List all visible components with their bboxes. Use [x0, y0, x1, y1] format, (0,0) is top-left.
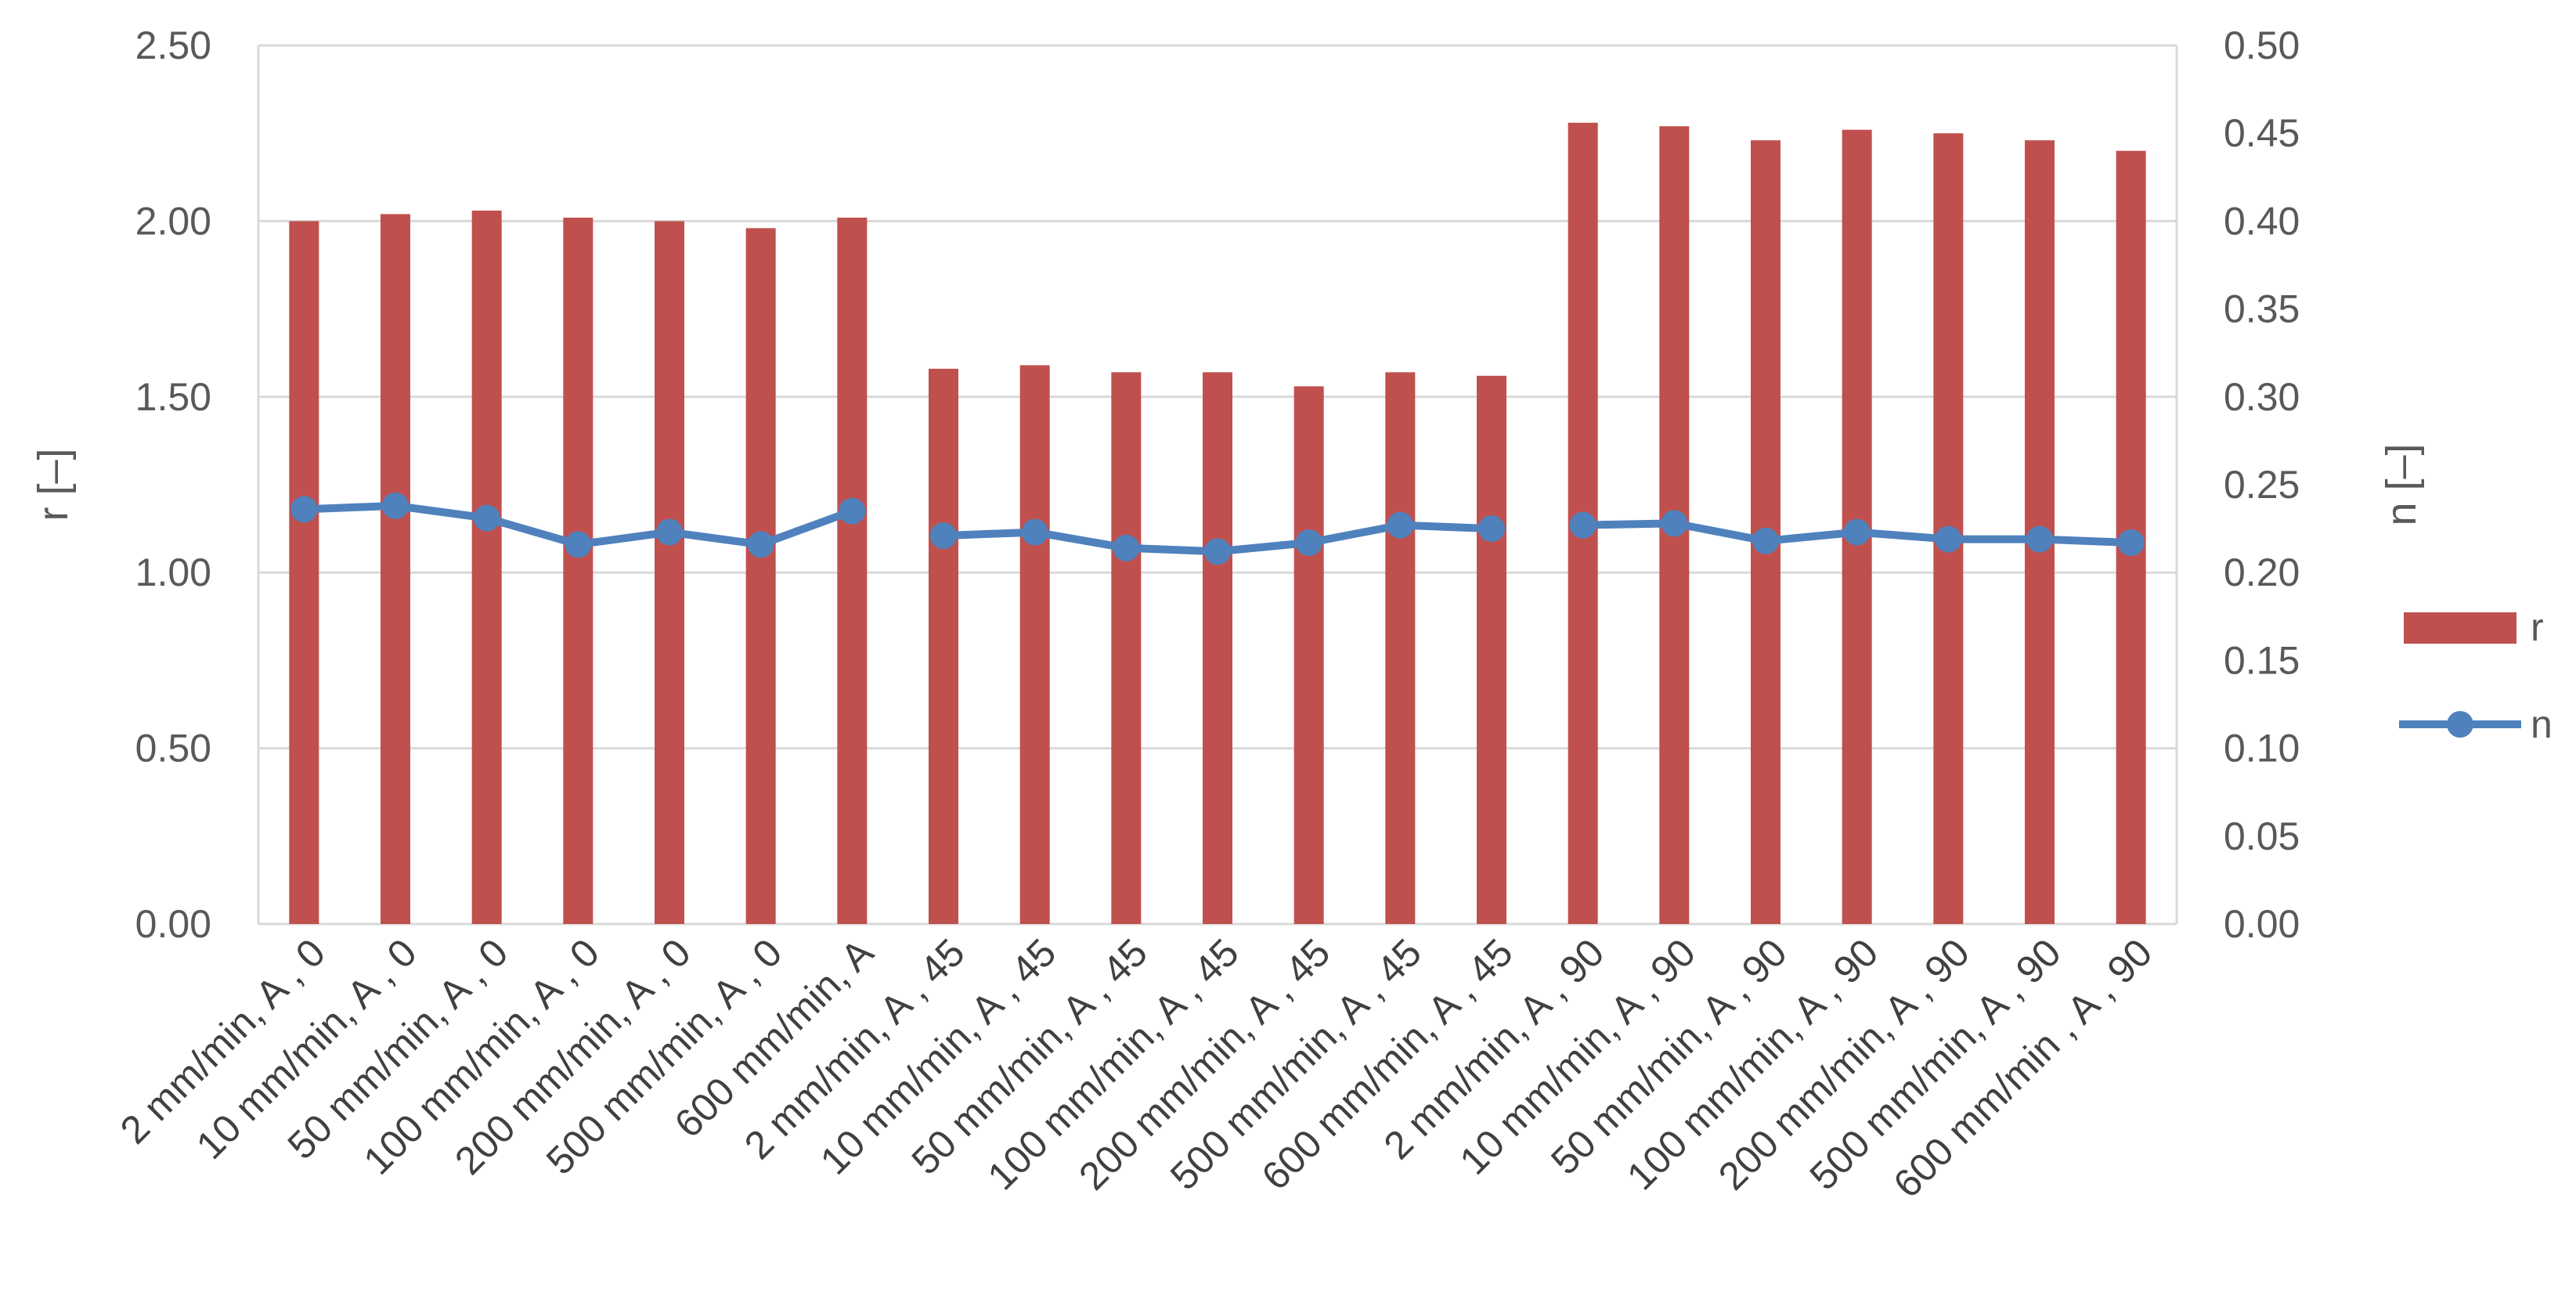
legend: rn — [2399, 605, 2553, 746]
point-n — [473, 504, 500, 532]
y-tick-label-right: 0.25 — [2224, 463, 2300, 507]
bar-r — [381, 214, 410, 924]
legend-swatch-r — [2404, 612, 2516, 644]
point-n — [930, 522, 957, 550]
bar-r — [289, 221, 319, 924]
y-tick-label-right: 0.20 — [2224, 550, 2300, 594]
bar-r — [1111, 372, 1142, 924]
bar-r — [563, 217, 593, 924]
bar-r — [1019, 365, 1050, 925]
bars-r — [289, 122, 2146, 925]
point-n — [2117, 529, 2145, 557]
point-n — [1752, 527, 1779, 554]
point-n — [1478, 515, 1505, 543]
y-tick-label-left: 1.00 — [135, 550, 211, 594]
y-tick-label-right: 0.35 — [2224, 287, 2300, 331]
bar-r — [1385, 372, 1416, 924]
bar-r — [1203, 372, 1232, 924]
y-tick-label-right: 0.10 — [2224, 727, 2300, 771]
point-n — [1387, 511, 1414, 539]
point-n — [1935, 525, 1962, 553]
bar-r — [837, 217, 868, 924]
y-tick-label-right: 0.45 — [2224, 111, 2300, 155]
y-tick-label-right: 0.05 — [2224, 814, 2300, 858]
point-n — [382, 492, 409, 519]
bar-r — [655, 221, 684, 924]
y-tick-label-left: 0.50 — [135, 727, 211, 771]
y-tick-label-left: 0.00 — [135, 902, 211, 946]
y-tick-label-right: 0.50 — [2224, 23, 2300, 67]
y-tick-label-right: 0.15 — [2224, 638, 2300, 682]
point-n — [1843, 518, 1871, 546]
point-n — [565, 531, 592, 558]
bar-r — [745, 228, 776, 925]
y-tick-label-left: 1.50 — [135, 375, 211, 419]
legend-label-n: n — [2531, 702, 2553, 746]
bar-r — [929, 368, 958, 924]
point-n — [1113, 534, 1140, 561]
point-n — [1021, 518, 1048, 546]
point-n — [656, 518, 683, 546]
y-tick-label-left: 2.00 — [135, 199, 211, 243]
y-tick-label-left: 2.50 — [135, 23, 211, 67]
bar-r — [1293, 386, 1324, 924]
y-axis-title-left: r [–] — [30, 448, 77, 521]
legend-label-r: r — [2531, 605, 2544, 649]
point-n — [747, 531, 774, 558]
y-tick-label-right: 0.40 — [2224, 199, 2300, 243]
point-n — [1204, 538, 1231, 565]
bar-r — [1477, 375, 1506, 924]
line-n — [290, 492, 2145, 565]
y-axis-title-right: n [–] — [2378, 443, 2425, 525]
point-n — [1569, 511, 1596, 539]
y-tick-label-right: 0.30 — [2224, 375, 2300, 419]
point-n — [2026, 525, 2053, 553]
bar-r — [471, 210, 502, 924]
point-n — [1295, 529, 1322, 557]
point-n — [1661, 510, 1688, 537]
legend-swatch-n-marker — [2447, 711, 2473, 738]
y-tick-label-right: 0.00 — [2224, 902, 2300, 946]
point-n — [839, 497, 866, 525]
point-n — [290, 496, 318, 523]
